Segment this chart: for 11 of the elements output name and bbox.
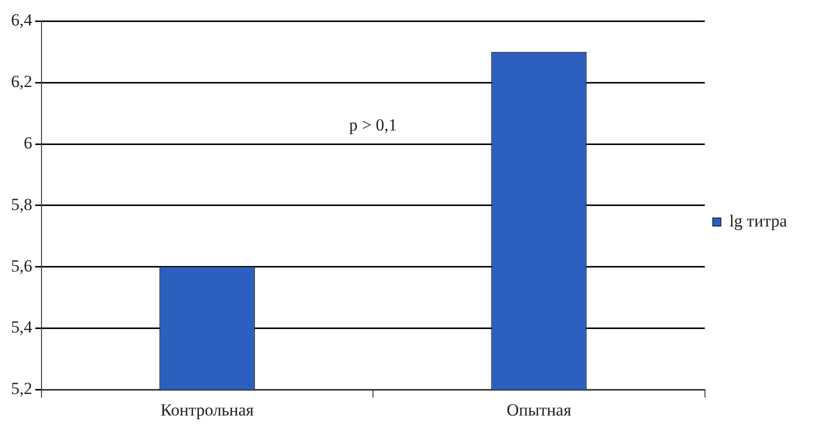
y-tick-label: 6 xyxy=(24,133,32,152)
x-tick-label: Контрольная xyxy=(160,400,254,420)
y-tick-label: 6,2 xyxy=(11,72,32,92)
y-tick-label: 6,4 xyxy=(11,10,33,30)
legend-label: lg титра xyxy=(729,211,788,230)
y-tick-label: 5,8 xyxy=(11,194,32,214)
y-tick-label: 5,2 xyxy=(11,379,32,398)
x-tick-label: Опытная xyxy=(506,400,572,420)
y-tick-label: 5,6 xyxy=(11,256,32,276)
annotation: p > 0,1 xyxy=(349,116,397,135)
y-tick-label: 5,4 xyxy=(11,318,33,337)
